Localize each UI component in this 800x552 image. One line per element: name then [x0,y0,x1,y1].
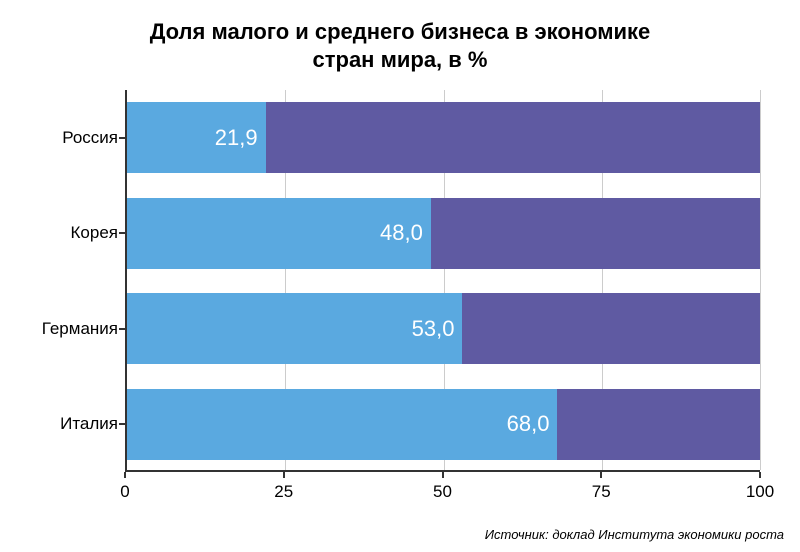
x-tick-mark [283,472,285,478]
bar-row [127,389,760,460]
bar-segment-remainder [557,389,760,460]
y-tick-mark [119,423,125,425]
y-category-label: Италия [0,414,118,434]
x-tick-mark [442,472,444,478]
x-tick-label: 75 [592,482,611,502]
y-category-label: Германия [0,319,118,339]
y-category-label: Россия [0,128,118,148]
y-tick-mark [119,137,125,139]
bar-value-label: 21,9 [215,125,266,151]
chart-title: Доля малого и среднего бизнеса в экономи… [0,18,800,73]
bar-segment-value [127,389,557,460]
y-tick-mark [119,232,125,234]
source-attribution: Источник: доклад Института экономики рос… [485,527,784,542]
bar-segment-remainder [266,102,760,173]
x-tick-mark [124,472,126,478]
bar-row [127,198,760,269]
y-tick-mark [119,328,125,330]
bar-segment-remainder [462,293,760,364]
x-tick-mark [759,472,761,478]
bar-segment-remainder [431,198,760,269]
x-tick-label: 50 [433,482,452,502]
bar-value-label: 53,0 [412,316,463,342]
plot-area: 21,9 48,0 53,0 68,0 [125,90,760,472]
x-tick-label: 25 [274,482,293,502]
x-tick-mark [600,472,602,478]
x-tick-label: 100 [746,482,774,502]
bar-value-label: 48,0 [380,220,431,246]
x-tick-label: 0 [120,482,129,502]
grid-line [760,90,761,470]
bar-value-label: 68,0 [507,411,558,437]
y-category-label: Корея [0,223,118,243]
chart-canvas: Доля малого и среднего бизнеса в экономи… [0,0,800,552]
